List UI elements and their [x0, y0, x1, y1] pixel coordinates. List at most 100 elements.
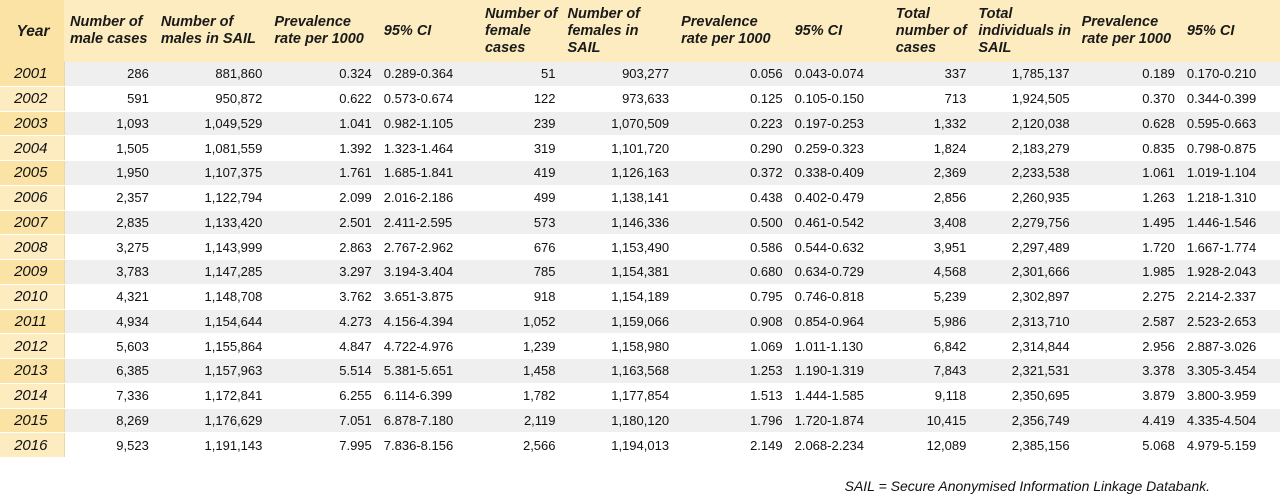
table-cell: 881,860 [154, 62, 269, 87]
table-body: 2001 286 881,860 0.324 0.289-0.364 51 903,277 0… [0, 62, 1280, 458]
table-cell: 2,566 [478, 432, 562, 458]
table-cell: 1,191,143 [154, 432, 269, 458]
table-cell: 6.255 [268, 383, 378, 409]
table-cell: 2,321,531 [972, 358, 1076, 384]
table-cell: 0.573-0.674 [377, 86, 479, 112]
table-cell: 0.344-0.399 [1180, 86, 1280, 112]
table-cell: 2.068-2.234 [788, 432, 890, 458]
table-cell: 1,180,120 [561, 408, 676, 434]
table-cell: 2,314,844 [972, 333, 1076, 359]
table-cell: 0.324 [268, 62, 378, 87]
table-cell: 1,147,285 [154, 259, 269, 285]
table-cell: 1.495 [1075, 210, 1181, 236]
table-cell: 2,313,710 [972, 309, 1076, 335]
table-cell: 2.863 [268, 234, 378, 260]
table-cell: 3.194-3.404 [377, 259, 479, 285]
table-row: 2001 286 881,860 0.324 0.289-0.364 51 903,277 0… [0, 62, 1280, 87]
table-cell: 1,154,644 [154, 309, 269, 335]
table-cell: 1.985 [1075, 259, 1181, 285]
table-cell: 7.995 [268, 432, 378, 458]
table-cell: 2,233,538 [972, 160, 1076, 186]
table-cell: 1,172,841 [154, 383, 269, 409]
table-cell: 1,154,189 [561, 284, 676, 310]
table-cell: 2.411-2.595 [377, 210, 479, 236]
table-cell: 0.628 [1075, 111, 1181, 137]
table-cell: 1,177,854 [561, 383, 676, 409]
table-row: 2014 7,336 1,172,841 6.255 6.114-6.399 1,782 1… [0, 383, 1280, 409]
table-cell: 2,302,897 [972, 284, 1076, 310]
table-cell: 1,146,336 [561, 210, 676, 236]
table-cell: 1.069 [675, 333, 789, 359]
table-cell: 2,369 [889, 160, 973, 186]
table-cell: 419 [478, 160, 562, 186]
table-cell: 0.372 [675, 160, 789, 186]
table-cell: 3.378 [1075, 358, 1181, 384]
table-cell: 1.323-1.464 [377, 135, 479, 161]
table-row: 2007 2,835 1,133,420 2.501 2.411-2.595 573 1,1… [0, 210, 1280, 236]
table-cell: 1,101,720 [561, 135, 676, 161]
table-cell: 1.667-1.774 [1180, 234, 1280, 260]
table-cell: 2.956 [1075, 333, 1181, 359]
table-cell: 1.685-1.841 [377, 160, 479, 186]
table-cell: 0.438 [675, 185, 789, 211]
table-cell: 0.338-0.409 [788, 160, 890, 186]
table-cell: 0.170-0.210 [1180, 62, 1280, 87]
table-cell: 286 [64, 62, 155, 87]
table-cell: 1.720 [1075, 234, 1181, 260]
table-cell: 1.720-1.874 [788, 408, 890, 434]
table-cell: 4.156-4.394 [377, 309, 479, 335]
table-cell: 0.500 [675, 210, 789, 236]
table-row: 2015 8,269 1,176,629 7.051 6.878-7.180 2,119 1… [0, 408, 1280, 434]
table-cell: 1,159,066 [561, 309, 676, 335]
year-cell: 2012 [0, 333, 65, 359]
table-cell: 1.253 [675, 358, 789, 384]
column-header: 95% CI [1180, 0, 1280, 62]
table-cell: 4.847 [268, 333, 378, 359]
table-cell: 1,239 [478, 333, 562, 359]
table-cell: 5,603 [64, 333, 155, 359]
table-cell: 1,138,141 [561, 185, 676, 211]
table-cell: 0.289-0.364 [377, 62, 479, 87]
table-cell: 0.290 [675, 135, 789, 161]
table-cell: 1,107,375 [154, 160, 269, 186]
table-cell: 0.544-0.632 [788, 234, 890, 260]
table-cell: 0.835 [1075, 135, 1181, 161]
table-cell: 1.928-2.043 [1180, 259, 1280, 285]
table-cell: 0.908 [675, 309, 789, 335]
column-header: Number of females in SAIL [561, 0, 676, 62]
table-cell: 573 [478, 210, 562, 236]
year-cell: 2004 [0, 135, 65, 161]
table-row: 2010 4,321 1,148,708 3.762 3.651-3.875 918 1,1… [0, 284, 1280, 310]
table-cell: 2,279,756 [972, 210, 1076, 236]
table-cell: 0.043-0.074 [788, 62, 890, 87]
table-cell: 0.746-0.818 [788, 284, 890, 310]
table-cell: 950,872 [154, 86, 269, 112]
table-cell: 3.879 [1075, 383, 1181, 409]
table-cell: 1,143,999 [154, 234, 269, 260]
table-cell: 1,049,529 [154, 111, 269, 137]
table-cell: 1,148,708 [154, 284, 269, 310]
table-row: 2011 4,934 1,154,644 4.273 4.156-4.394 1,052 1… [0, 309, 1280, 335]
table-cell: 1.061 [1075, 160, 1181, 186]
year-cell: 2009 [0, 259, 65, 285]
year-cell: 2016 [0, 432, 65, 458]
table-cell: 1.041 [268, 111, 378, 137]
table-cell: 1,824 [889, 135, 973, 161]
table-cell: 591 [64, 86, 155, 112]
table-cell: 6.114-6.399 [377, 383, 479, 409]
table-cell: 3.305-3.454 [1180, 358, 1280, 384]
table-cell: 2.016-2.186 [377, 185, 479, 211]
table-cell: 0.586 [675, 234, 789, 260]
table-cell: 3.651-3.875 [377, 284, 479, 310]
table-row: 2003 1,093 1,049,529 1.041 0.982-1.105 239 1,0… [0, 111, 1280, 137]
table-cell: 1.513 [675, 383, 789, 409]
table-cell: 1,070,509 [561, 111, 676, 137]
table-cell: 2,297,489 [972, 234, 1076, 260]
table-row: 2016 9,523 1,191,143 7.995 7.836-8.156 2,566 1… [0, 432, 1280, 458]
table-cell: 3.762 [268, 284, 378, 310]
table-cell: 1,093 [64, 111, 155, 137]
table-row: 2012 5,603 1,155,864 4.847 4.722-4.976 1,239 1… [0, 333, 1280, 359]
table-cell: 1,176,629 [154, 408, 269, 434]
table-cell: 1,052 [478, 309, 562, 335]
table-cell: 1.218-1.310 [1180, 185, 1280, 211]
